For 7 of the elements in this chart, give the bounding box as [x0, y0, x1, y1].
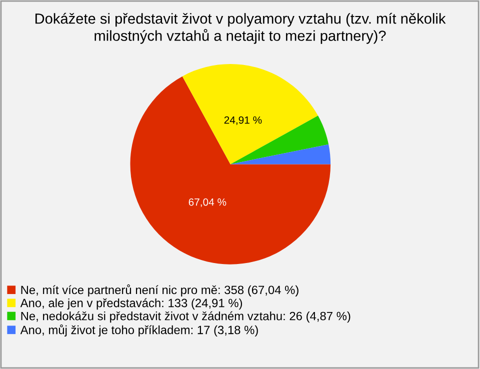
data-label: 67,04 % — [188, 198, 226, 207]
legend-label: Ano, můj život je toho příkladem: 17 (3,18 %) — [20, 324, 258, 337]
legend-label: Ano, ale jen v představách: 133 (24,91 %) — [20, 298, 242, 310]
data-label: 24,91 % — [224, 116, 262, 125]
legend-label: Ne, mít více partnerů není nic pro mě: 358 (67,04 %) — [21, 284, 298, 297]
chart-title: Dokážete si představit život v polyamory vztahu (tzv. mít několik milostných vztahů a netajit to mezi partnery)? — [35, 12, 446, 44]
legend-label: Ne, nedokážu si představit život v žádném vztahu: 26 (4,87 %) — [21, 311, 350, 323]
